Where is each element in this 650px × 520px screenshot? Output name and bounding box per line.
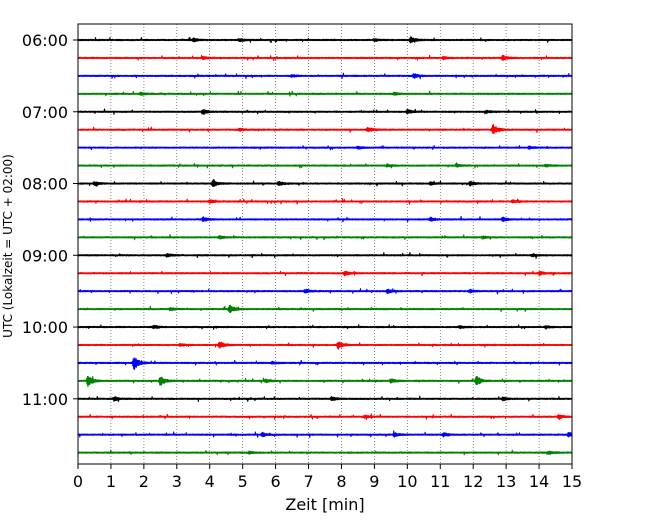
seismogram-trace <box>77 252 573 260</box>
x-tick-label: 13 <box>496 472 516 491</box>
x-axis-ticks: 0 1 2 3 4 5 6 7 8 9 10 11 12 13 14 15 <box>73 464 582 491</box>
plot-frame <box>77 23 573 465</box>
seismogram-trace <box>77 36 573 44</box>
seismogram-trace <box>77 288 573 295</box>
x-tick-label: 4 <box>205 472 215 491</box>
seismogram-trace <box>77 124 573 135</box>
x-tick-label: 7 <box>303 472 313 491</box>
seismogram-trace <box>77 324 573 330</box>
y-tick-label: 06:00 <box>22 31 68 50</box>
x-tick-label: 3 <box>172 472 182 491</box>
y-tick-label: 11:00 <box>22 390 68 409</box>
x-tick-label: 10 <box>397 472 417 491</box>
seismogram-trace <box>77 162 573 169</box>
seismogram-trace <box>77 375 573 388</box>
y-tick-label: 09:00 <box>22 246 68 265</box>
seismogram-trace <box>77 179 573 187</box>
seismogram-trace <box>77 54 573 62</box>
x-tick-label: 6 <box>271 472 281 491</box>
seismogram-trace <box>77 198 573 205</box>
x-tick-label: 14 <box>529 472 549 491</box>
y-tick-label: 08:00 <box>22 175 68 194</box>
x-tick-label: 12 <box>463 472 483 491</box>
seismogram-trace <box>77 304 573 314</box>
x-tick-label: 2 <box>139 472 149 491</box>
x-tick-label: 15 <box>562 472 582 491</box>
y-axis-label: UTC (Lokalzeit = UTC + 02:00) <box>1 154 15 338</box>
x-axis-label: Zeit [min] <box>285 495 364 514</box>
seismogram-trace <box>77 144 573 151</box>
x-tick-label: 11 <box>430 472 450 491</box>
seismogram-trace <box>77 270 573 277</box>
seismogram-trace <box>77 215 573 223</box>
x-grid-lines <box>110 24 540 464</box>
y-tick-label: 07:00 <box>22 103 68 122</box>
seismogram-trace <box>77 233 573 241</box>
seismogram-trace <box>77 108 573 115</box>
seismogram-trace <box>77 430 573 438</box>
seismogram-trace <box>77 413 573 420</box>
seismogram-trace <box>77 90 573 97</box>
x-tick-label: 5 <box>238 472 248 491</box>
seismogram-trace <box>77 449 573 456</box>
seismogram-trace <box>77 395 573 402</box>
seismogram-traces <box>77 36 573 456</box>
x-tick-label: 8 <box>336 472 346 491</box>
seismogram-trace <box>77 357 573 371</box>
x-tick-label: 0 <box>73 472 83 491</box>
seismogram-trace <box>77 72 573 80</box>
y-axis-ticks: 06:00 07:00 08:00 09:00 10:00 11:00 <box>22 31 78 409</box>
seismogram-trace <box>77 341 573 350</box>
x-tick-label: 9 <box>369 472 379 491</box>
x-tick-label: 1 <box>106 472 116 491</box>
y-tick-label: 10:00 <box>22 318 68 337</box>
